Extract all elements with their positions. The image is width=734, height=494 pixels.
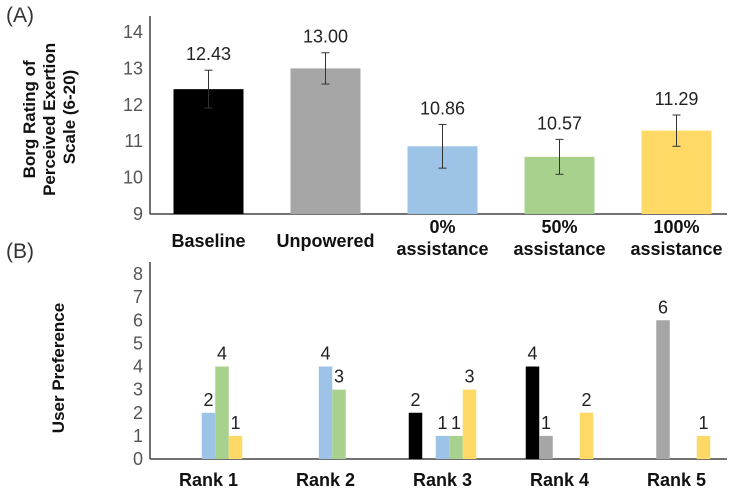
panel-b-bar [215, 366, 229, 459]
panel-b-category-label: Rank 3 [413, 470, 472, 490]
panel-a-category-label: Baseline [171, 231, 245, 251]
panel-b-y-tick-label: 4 [133, 357, 143, 377]
panel-b-data-label: 1 [230, 413, 240, 433]
panel-b-y-tick-label: 5 [133, 333, 143, 353]
panel-a-category-label: assistance [630, 239, 722, 259]
panel-a-data-label: 11.29 [655, 89, 699, 109]
panel-a-y-tick-label: 12 [123, 95, 143, 115]
panel-a-y-tick-label: 11 [124, 131, 143, 151]
panel-b-data-label: 2 [410, 390, 420, 410]
panel-b-bar [696, 435, 711, 459]
panel-b-y-tick-label: 0 [133, 449, 143, 469]
panel-a-bar [173, 89, 244, 214]
panel-a-category-label: 50% [541, 217, 577, 237]
panel-a: (A) Borg Rating of Perceived Exertion Sc… [6, 4, 727, 259]
panel-b-bar [579, 412, 594, 459]
panel-b-data-label: 4 [527, 344, 537, 364]
panel-b-bar [449, 435, 463, 459]
panel-b-y-axis-title: User Preference [49, 303, 68, 433]
panel-b-bar [435, 435, 450, 459]
panel-a-y-title-line-3: Scale (6-20) [60, 70, 79, 165]
panel-b-category-label: Rank 5 [647, 470, 706, 490]
panel-b-data-label: 3 [334, 367, 344, 387]
panel-a-category-label: Unpowered [276, 231, 374, 251]
panel-a-category-label: 0% [429, 217, 455, 237]
panel-a-category-label: assistance [396, 239, 488, 259]
panel-a-y-axis-title: Borg Rating of Perceived Exertion Scale … [20, 38, 79, 196]
panel-a-y-tick-label: 9 [133, 204, 143, 224]
panel-b-bar [228, 435, 243, 459]
panel-b-y-tick-label: 1 [133, 426, 143, 446]
panel-b-data-label: 2 [203, 390, 213, 410]
panel-b-data-label: 1 [451, 413, 461, 433]
panel-b-bar [408, 412, 423, 459]
panel-a-category-label: 100% [653, 217, 699, 237]
panel-a-y-title-line-2: Perceived Exertion [40, 43, 59, 196]
panel-a-data-label: 10.86 [420, 98, 465, 118]
panel-b-y-tick-label: 3 [133, 380, 143, 400]
panel-b-bar [539, 435, 553, 459]
panel-b-category-label: Rank 1 [179, 470, 238, 490]
panel-b-y-tick-label: 8 [133, 264, 143, 284]
panel-a-y-title-line-1: Borg Rating of [20, 60, 39, 178]
panel-b-bar [201, 412, 216, 459]
panel-b-label: (B) [6, 240, 34, 263]
panel-a-bar [290, 68, 361, 215]
panel-b-data-label: 2 [581, 390, 591, 410]
panel-b-bar [656, 320, 670, 459]
panel-b-data-label: 1 [541, 413, 551, 433]
panel-a-category-label: assistance [513, 239, 605, 259]
panel-b-y-tick-label: 6 [133, 310, 143, 330]
panel-b-bar [462, 389, 477, 459]
panel-b-data-label: 1 [698, 413, 708, 433]
panel-b-data-label: 1 [437, 413, 447, 433]
panel-a-data-label: 13.00 [303, 27, 348, 47]
panel-b-category-label: Rank 4 [530, 470, 589, 490]
panel-b-bar [525, 366, 540, 459]
panel-a-data-label: 12.43 [186, 44, 231, 64]
panel-b-bar [332, 389, 346, 459]
panel-b-data-label: 3 [464, 367, 474, 387]
panel-a-label: (A) [6, 4, 34, 27]
panel-a-y-tick-label: 14 [123, 22, 143, 42]
panel-b-y-tick-label: 2 [133, 403, 143, 423]
panel-a-y-tick-label: 13 [123, 58, 143, 78]
panel-a-y-tick-label: 10 [123, 168, 143, 188]
panel-b-category-label: Rank 2 [296, 470, 355, 490]
panel-b-data-label: 6 [658, 297, 668, 317]
panel-a-data-label: 10.57 [537, 113, 582, 133]
panel-b-data-label: 4 [320, 344, 330, 364]
panel-b-data-label: 4 [217, 344, 227, 364]
panel-b-bar [318, 366, 333, 459]
panel-b-y-tick-label: 7 [133, 287, 143, 307]
